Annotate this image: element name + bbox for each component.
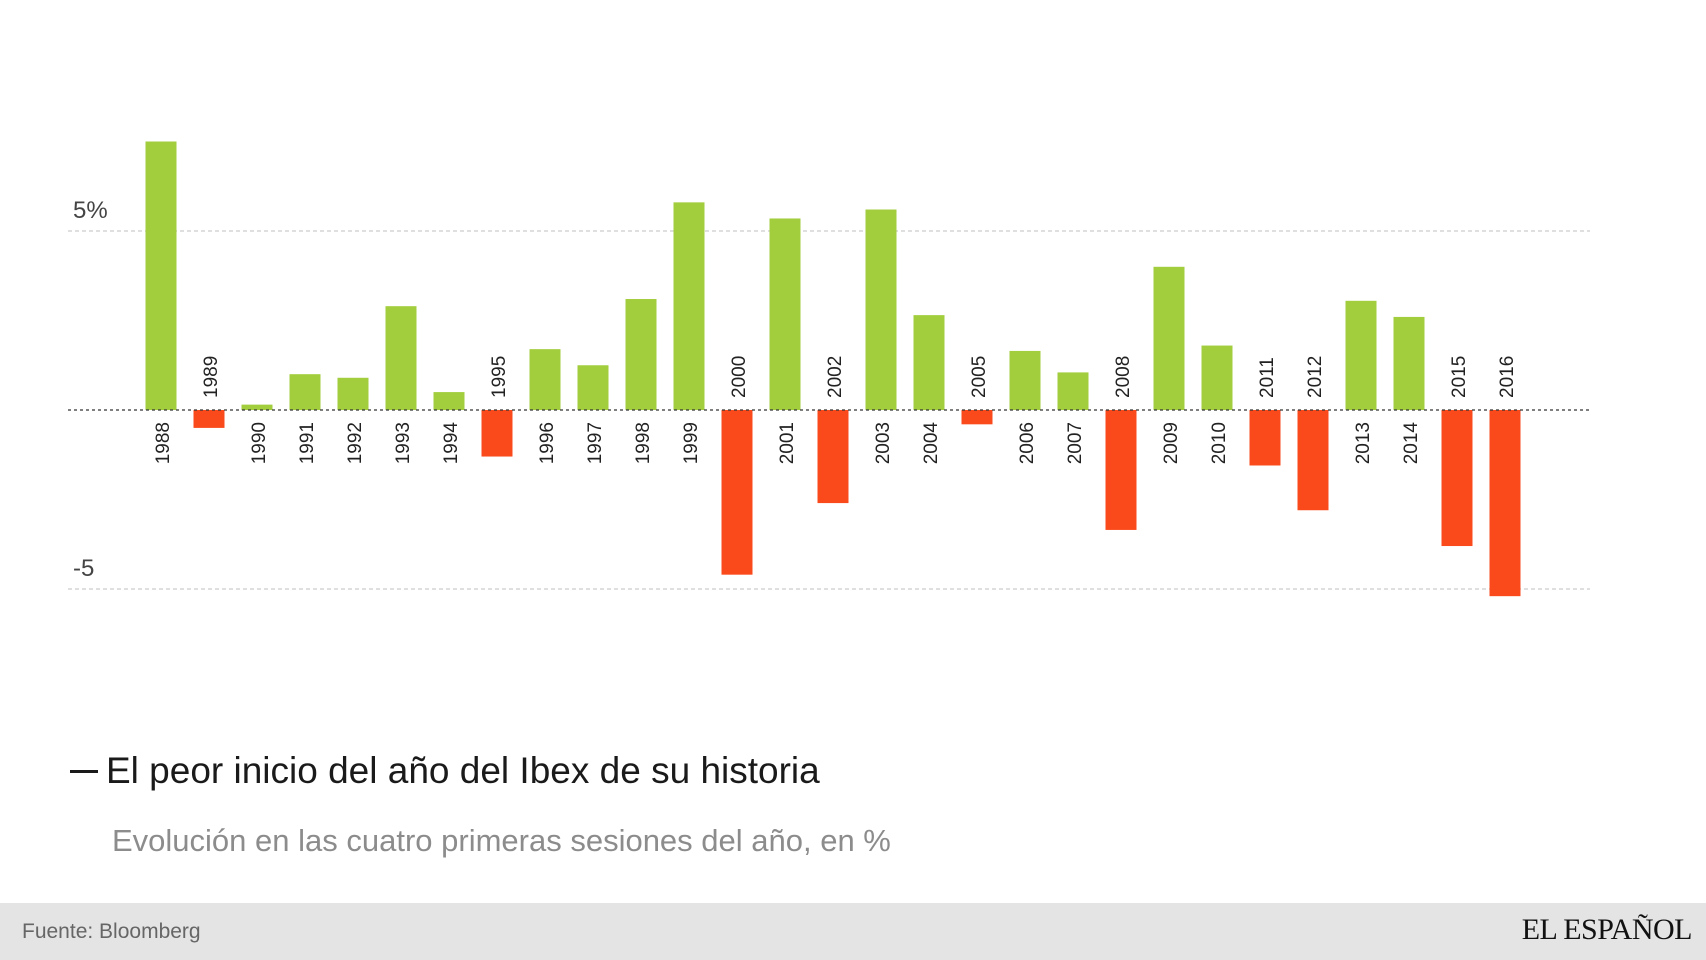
- year-label-1997: 1997: [585, 422, 606, 464]
- bar-1996: [529, 349, 561, 410]
- bar-1990: [241, 404, 273, 410]
- bar-1994: [433, 392, 465, 410]
- bar-2009: [1153, 266, 1185, 410]
- year-label-1998: 1998: [633, 422, 654, 464]
- bar-2010: [1201, 345, 1233, 410]
- footer-bar: Fuente: Bloomberg EL ESPAÑOL: [0, 903, 1706, 960]
- bar-2002: [817, 410, 849, 504]
- year-label-2006: 2006: [1017, 422, 1038, 464]
- year-label-1994: 1994: [441, 422, 462, 465]
- year-label-2004: 2004: [921, 422, 942, 465]
- year-labels: 1988 1989 1990 1991 1992 1993 1994 1995 1996 1997…: [153, 356, 1518, 465]
- bar-2004: [913, 315, 945, 410]
- year-label-2001: 2001: [777, 422, 798, 464]
- year-label-2011: 2011: [1257, 357, 1278, 398]
- bar-chart: 1988 1989 1990 1991 1992 1993 1994 1995 1996 1997…: [68, 141, 1590, 597]
- year-label-1989: 1989: [201, 356, 222, 398]
- bar-2008: [1105, 410, 1137, 530]
- y-axis-ticks: 5% -5: [73, 197, 108, 582]
- year-label-2015: 2015: [1449, 356, 1470, 398]
- year-label-1999: 1999: [681, 422, 702, 464]
- bar-2016: [1489, 410, 1521, 597]
- bar-1989: [193, 410, 225, 428]
- y-tick-label: -5: [73, 555, 94, 582]
- chart-title: El peor inicio del año del Ibex de su hi…: [70, 750, 820, 792]
- year-label-2000: 2000: [729, 356, 750, 398]
- year-label-1996: 1996: [537, 422, 558, 464]
- year-label-1995: 1995: [489, 356, 510, 398]
- bar-2001: [769, 218, 801, 410]
- bar-1999: [673, 202, 705, 410]
- year-label-1988: 1988: [153, 422, 174, 464]
- brand-logo: EL ESPAÑOL: [1521, 913, 1693, 946]
- year-label-2013: 2013: [1353, 422, 1374, 464]
- year-label-2016: 2016: [1497, 356, 1518, 398]
- year-label-2007: 2007: [1065, 422, 1086, 464]
- year-label-2003: 2003: [873, 422, 894, 464]
- year-label-2012: 2012: [1305, 356, 1326, 398]
- bar-1998: [625, 299, 657, 410]
- bar-2012: [1297, 410, 1329, 511]
- year-label-1992: 1992: [345, 422, 366, 464]
- year-label-2009: 2009: [1161, 422, 1182, 464]
- year-label-2014: 2014: [1401, 422, 1422, 465]
- title-dash: [70, 769, 98, 773]
- bar-2014: [1393, 316, 1425, 410]
- bar-1997: [577, 365, 609, 410]
- bar-2013: [1345, 300, 1377, 410]
- bar-2000: [721, 410, 753, 575]
- bar-1993: [385, 306, 417, 410]
- bar-1988: [145, 141, 177, 410]
- year-label-2002: 2002: [825, 356, 846, 398]
- year-label-1990: 1990: [249, 422, 270, 464]
- bar-1991: [289, 374, 321, 410]
- bar-2007: [1057, 372, 1089, 410]
- gridlines: [68, 230, 1590, 590]
- y-tick-label: 5%: [73, 197, 108, 224]
- year-label-2008: 2008: [1113, 356, 1134, 398]
- bar-2011: [1249, 410, 1281, 466]
- source-note: Fuente: Bloomberg: [22, 920, 201, 943]
- bar-2015: [1441, 410, 1473, 547]
- bar-1992: [337, 377, 369, 410]
- year-label-2005: 2005: [969, 356, 990, 398]
- bars: [145, 141, 1521, 597]
- chart-title-text: El peor inicio del año del Ibex de su hi…: [106, 750, 820, 791]
- year-label-1991: 1991: [297, 422, 318, 464]
- year-label-1993: 1993: [393, 422, 414, 464]
- bar-1995: [481, 410, 513, 457]
- chart-subtitle: Evolución en las cuatro primeras sesione…: [112, 823, 891, 858]
- bar-2005: [961, 410, 993, 425]
- bar-2003: [865, 209, 897, 410]
- bar-2006: [1009, 350, 1041, 410]
- year-label-2010: 2010: [1209, 422, 1230, 464]
